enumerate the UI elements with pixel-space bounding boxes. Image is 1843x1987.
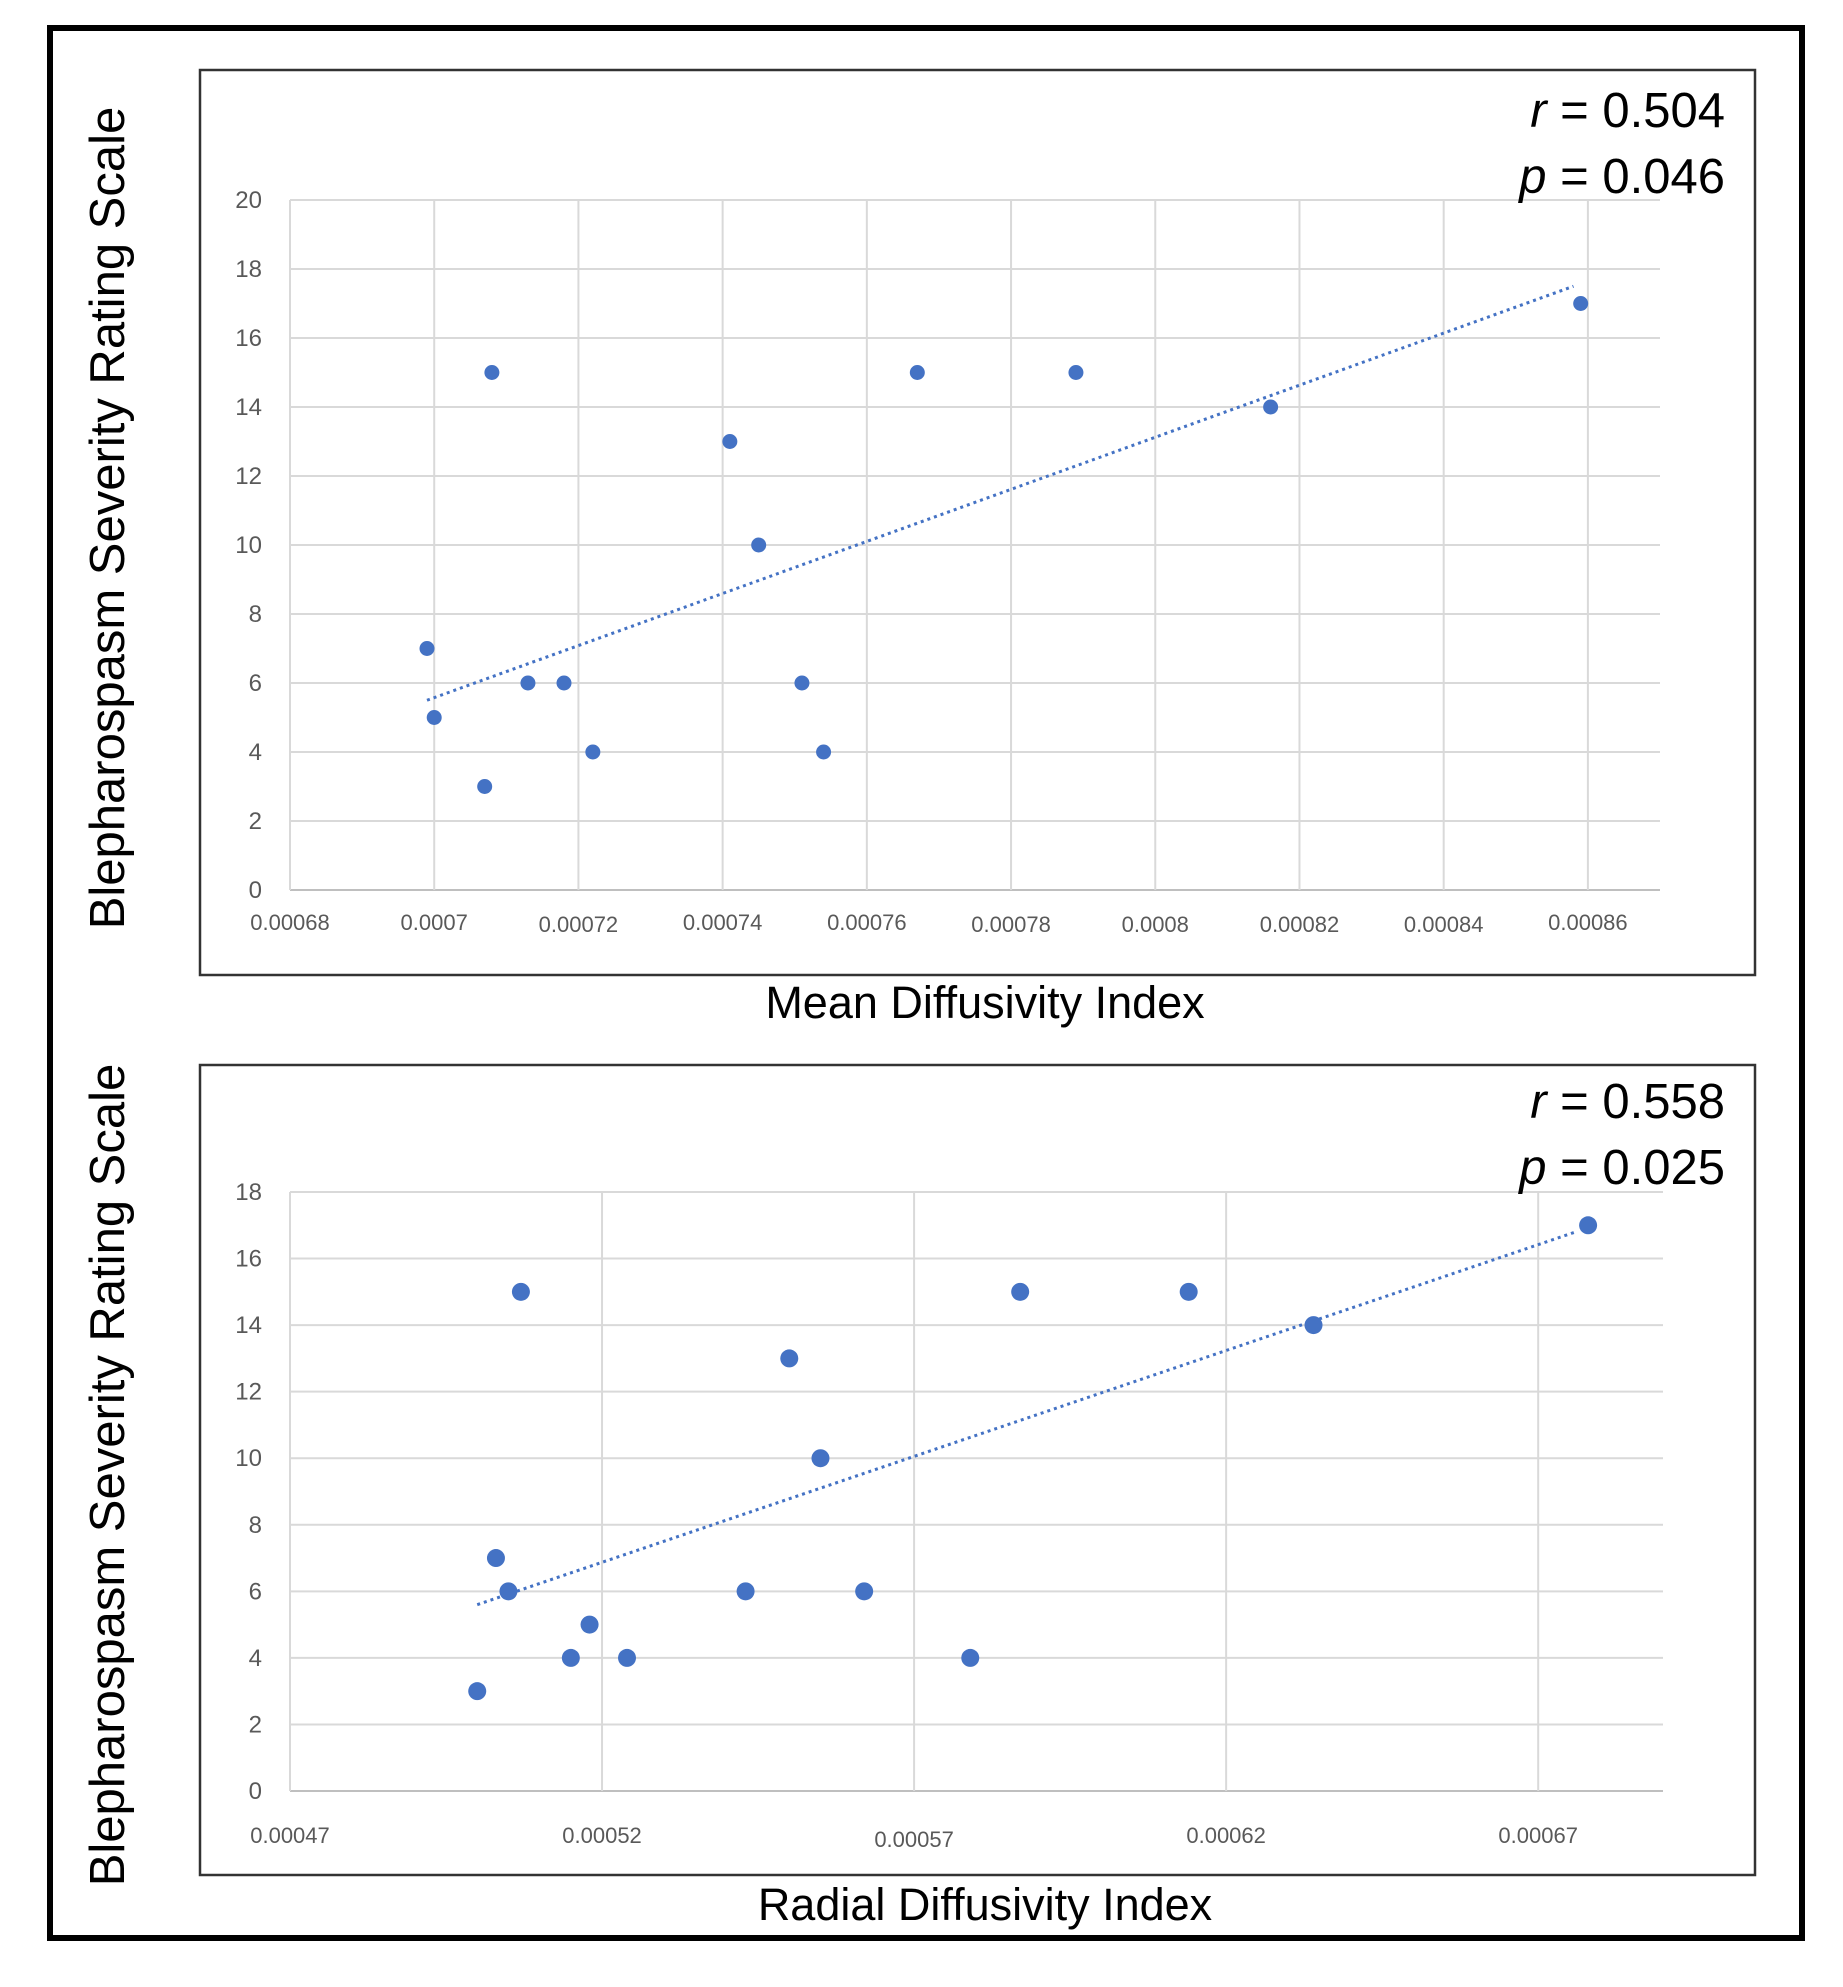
y-tick-label: 2 xyxy=(249,1711,262,1738)
y-tick-label: 18 xyxy=(235,1179,262,1206)
data-point xyxy=(1179,1282,1198,1301)
data-point xyxy=(419,641,435,656)
trendline xyxy=(476,1230,1577,1607)
r-annotation: r = 0.558 xyxy=(1530,1075,1725,1129)
x-tick-label: 0.00062 xyxy=(1186,1823,1266,1848)
x-tick-label: 0.00078 xyxy=(971,912,1051,937)
x-tick-label: 0.00068 xyxy=(250,910,330,935)
y-tick-label: 6 xyxy=(249,1578,262,1605)
data-point xyxy=(816,744,832,760)
data-point xyxy=(499,1582,518,1601)
x-tick-label: 0.00076 xyxy=(827,910,907,935)
data-point xyxy=(794,675,810,691)
data-point xyxy=(484,365,500,380)
y-tick-label: 14 xyxy=(235,1312,262,1339)
plot-border xyxy=(198,1063,1757,1877)
data-point xyxy=(426,710,442,725)
x-tick-label: 0.0008 xyxy=(1122,912,1189,937)
data-point xyxy=(511,1282,530,1301)
y-tick-label: 8 xyxy=(249,1512,262,1539)
tick-labels: 0 2 4 6 8 10 12 14 16 18 0.00047 0.00052 0.00057 0.00… xyxy=(235,1179,1578,1852)
tick-labels: 0 2 4 6 8 10 12 14 16 18 20 0.00068 0.0007 0.00072 0.0… xyxy=(235,187,1627,937)
trendline-group xyxy=(476,1230,1577,1607)
data-point xyxy=(1579,1216,1598,1235)
data-points xyxy=(419,296,1589,794)
y-tick-label: 18 xyxy=(235,256,262,283)
y-axis-label: Blepharospasm Severity Rating Scale xyxy=(81,107,135,930)
data-point xyxy=(1011,1282,1030,1301)
data-points xyxy=(468,1216,1598,1701)
y-tick-label: 6 xyxy=(249,670,262,697)
x-tick-label: 0.00057 xyxy=(874,1827,954,1852)
data-point xyxy=(618,1648,637,1667)
x-tick-label: 0.00047 xyxy=(250,1823,330,1848)
x-axis-label: Mean Diffusivity Index xyxy=(765,977,1205,1028)
x-tick-label: 0.00052 xyxy=(562,1823,642,1848)
data-point xyxy=(780,1349,799,1368)
y-tick-label: 4 xyxy=(249,1645,262,1672)
data-point xyxy=(751,537,767,553)
data-point xyxy=(811,1449,830,1468)
y-tick-label: 12 xyxy=(235,1379,262,1406)
data-point xyxy=(520,675,536,691)
x-tick-label: 0.00084 xyxy=(1404,912,1484,937)
outer-frame xyxy=(47,25,1805,1941)
p-annotation: p = 0.046 xyxy=(1517,150,1725,204)
y-tick-label: 20 xyxy=(235,187,262,214)
y-tick-label: 4 xyxy=(249,739,262,766)
y-tick-label: 2 xyxy=(249,808,262,835)
y-tick-label: 8 xyxy=(249,601,262,628)
trendline-group xyxy=(426,284,1574,702)
plot-border xyxy=(198,68,1757,977)
y-tick-label: 10 xyxy=(235,532,262,559)
y-tick-label: 0 xyxy=(249,1778,262,1805)
x-tick-label: 0.00082 xyxy=(1260,912,1340,937)
y-axis-label: Blepharospasm Severity Rating Scale xyxy=(81,1064,135,1887)
y-tick-label: 0 xyxy=(249,877,262,904)
data-point xyxy=(1068,365,1084,380)
y-tick-label: 16 xyxy=(235,1246,262,1273)
data-point xyxy=(1573,296,1589,311)
y-tick-label: 12 xyxy=(235,463,262,490)
data-point xyxy=(722,434,738,449)
data-point xyxy=(585,744,601,760)
grid xyxy=(289,199,1660,891)
x-tick-label: 0.00067 xyxy=(1498,1823,1578,1848)
trendline xyxy=(426,284,1574,702)
mean-diffusivity-chart: 0 2 4 6 8 10 12 14 16 18 20 0.00068 0.0007 0.00072 0.0… xyxy=(81,68,1757,1028)
data-point xyxy=(561,1648,580,1667)
data-point xyxy=(961,1648,980,1667)
data-point xyxy=(556,675,572,691)
p-annotation: p = 0.025 xyxy=(1517,1141,1725,1195)
y-tick-label: 14 xyxy=(235,394,262,421)
x-tick-label: 0.0007 xyxy=(401,910,468,935)
data-point xyxy=(580,1615,599,1634)
data-point xyxy=(1304,1316,1323,1335)
y-tick-label: 16 xyxy=(235,325,262,352)
x-tick-label: 0.00086 xyxy=(1548,910,1628,935)
data-point xyxy=(477,779,493,794)
x-axis-label: Radial Diffusivity Index xyxy=(758,1879,1213,1930)
data-point xyxy=(909,365,925,380)
data-point xyxy=(1263,399,1279,415)
x-tick-label: 0.00074 xyxy=(683,910,763,935)
radial-diffusivity-chart: 0 2 4 6 8 10 12 14 16 18 0.00047 0.00052 0.00057 0.00… xyxy=(81,1063,1757,1930)
data-point xyxy=(486,1549,505,1568)
data-point xyxy=(468,1682,487,1701)
data-point xyxy=(736,1582,755,1601)
data-point xyxy=(855,1582,874,1601)
y-tick-label: 10 xyxy=(235,1445,262,1472)
r-annotation: r = 0.504 xyxy=(1530,84,1725,138)
x-tick-label: 0.00072 xyxy=(539,912,619,937)
